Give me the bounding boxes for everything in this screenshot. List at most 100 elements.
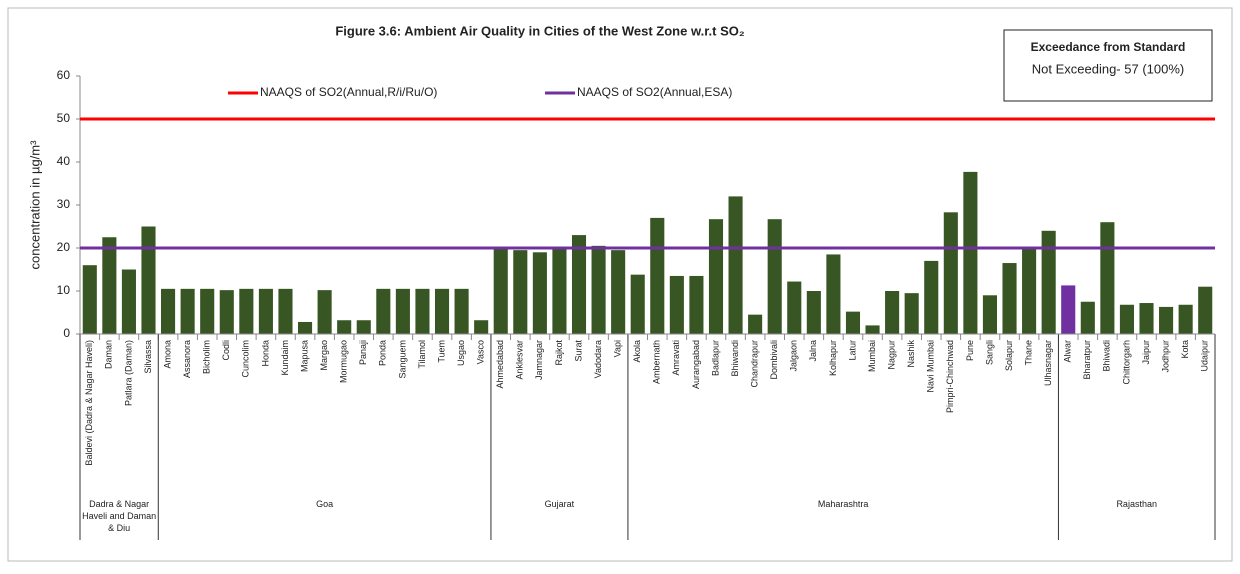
y-tick-label: 30 xyxy=(57,197,71,211)
group-label: Dadra & Nagar Haveli and Daman & Diu xyxy=(82,499,157,533)
x-tick-label: Amravati xyxy=(671,340,681,376)
bar xyxy=(297,321,313,334)
bar xyxy=(1061,285,1076,334)
bar xyxy=(1002,263,1017,334)
bar xyxy=(767,219,782,334)
x-tick-label: Ahmedabad xyxy=(495,340,505,389)
bar xyxy=(885,291,900,334)
bar xyxy=(963,171,978,334)
bar xyxy=(748,314,763,334)
bar xyxy=(102,237,117,334)
bar xyxy=(630,274,645,334)
x-tick-label: Kundaim xyxy=(280,340,290,376)
x-tick-label: Vapi xyxy=(613,340,623,357)
x-tick-label: Latur xyxy=(847,340,857,361)
x-tick-label: Chittorgarh xyxy=(1121,340,1131,385)
bar xyxy=(200,288,215,334)
bar xyxy=(337,320,352,334)
x-tick-label: Chandrapur xyxy=(750,340,760,388)
x-tick-label: Mumbai xyxy=(867,340,877,372)
x-tick-label: Codli xyxy=(221,340,231,361)
bar xyxy=(1139,303,1154,334)
annotation-text: Not Exceeding- 57 (100%) xyxy=(1032,61,1184,76)
x-tick-label: Nashik xyxy=(906,340,916,368)
bar xyxy=(161,288,176,334)
x-tick-label: Vadodara xyxy=(593,340,603,378)
bar xyxy=(1041,230,1056,334)
chart-title: Figure 3.6: Ambient Air Quality in Citie… xyxy=(335,23,745,38)
x-tick-label: Jamnagar xyxy=(534,340,544,380)
bar xyxy=(571,235,587,334)
x-tick-label: Pune xyxy=(965,340,975,361)
x-tick-label: Nagpur xyxy=(886,340,896,370)
bar xyxy=(689,275,704,334)
x-tick-label: Jalna xyxy=(808,340,818,362)
bar xyxy=(1080,301,1095,334)
x-tick-label: Baldevi (Dadra & Nagar Haveli) xyxy=(84,340,94,466)
y-tick-label: 0 xyxy=(63,326,70,340)
bar xyxy=(787,281,802,334)
bar xyxy=(1022,248,1037,334)
x-tick-label: Jodhpur xyxy=(1160,340,1170,373)
bar xyxy=(376,288,391,334)
x-tick-label: Margao xyxy=(319,340,329,371)
bar xyxy=(708,219,724,334)
group-label: Maharashtra xyxy=(817,499,869,509)
bar xyxy=(356,320,371,334)
x-tick-label: Ambernath xyxy=(652,340,662,384)
x-tick-label: Daman xyxy=(104,340,114,369)
legend-label: NAAQS of SO2(Annual,R/i/Ru/O) xyxy=(260,85,437,99)
x-tick-label: Ponda xyxy=(378,340,388,366)
bar xyxy=(454,288,469,334)
group-label-box: Goa xyxy=(316,499,334,509)
group-label-box: Dadra & Nagar Haveli and Daman & Diu xyxy=(82,499,157,533)
x-tick-label: Ulhasnagar xyxy=(1043,340,1053,386)
x-tick-label: Bharatpur xyxy=(1082,340,1092,380)
x-tick-label: Alwar xyxy=(1063,340,1073,363)
x-tick-label: Sangli xyxy=(984,340,994,365)
bar xyxy=(278,288,293,334)
bar xyxy=(317,290,332,334)
group-label: Gujarat xyxy=(544,499,575,509)
bar xyxy=(650,217,665,334)
x-tick-label: Anklesvar xyxy=(515,340,525,380)
bar xyxy=(121,269,136,334)
x-tick-label: Patlara (Daman) xyxy=(123,340,133,406)
x-tick-label: Jaipur xyxy=(1141,340,1151,365)
x-tick-label: Kolhapur xyxy=(828,340,838,376)
x-tick-label: Sanguem xyxy=(397,340,407,379)
group-label-box: Rajasthan xyxy=(1116,499,1157,509)
x-tick-label: Tuem xyxy=(436,340,446,363)
x-tick-label: Bicholim xyxy=(202,340,212,374)
x-tick-label: Panaji xyxy=(358,340,368,365)
x-tick-label: Rajkot xyxy=(554,340,564,366)
bar xyxy=(552,248,567,334)
legend-label: NAAQS of SO2(Annual,ESA) xyxy=(577,85,732,99)
bar xyxy=(493,248,508,334)
x-tick-label: Silvassa xyxy=(143,340,153,374)
bar xyxy=(219,290,234,334)
bar xyxy=(669,275,684,334)
x-tick-label: Mapusa xyxy=(299,340,309,372)
bar xyxy=(532,252,547,334)
y-tick-label: 40 xyxy=(57,154,71,168)
bar xyxy=(434,288,450,334)
bar xyxy=(1198,286,1213,334)
x-tick-label: Navi Mumbai xyxy=(926,340,936,393)
bar xyxy=(611,250,626,334)
x-tick-label: Tilamol xyxy=(417,340,427,369)
annotation-title: Exceedance from Standard xyxy=(1031,40,1186,54)
x-tick-label: Vasco xyxy=(476,340,486,364)
bar xyxy=(239,288,254,334)
bar xyxy=(415,288,430,334)
x-tick-label: Surat xyxy=(573,340,583,362)
group-label: Goa xyxy=(316,499,334,509)
x-tick-label: Mormugao xyxy=(339,340,349,383)
bar xyxy=(141,226,156,334)
bar xyxy=(1119,304,1134,334)
y-axis-label: concentration in µg/m³ xyxy=(27,140,42,270)
bar xyxy=(180,288,195,334)
group-label: Rajasthan xyxy=(1116,499,1157,509)
bar xyxy=(982,295,998,334)
